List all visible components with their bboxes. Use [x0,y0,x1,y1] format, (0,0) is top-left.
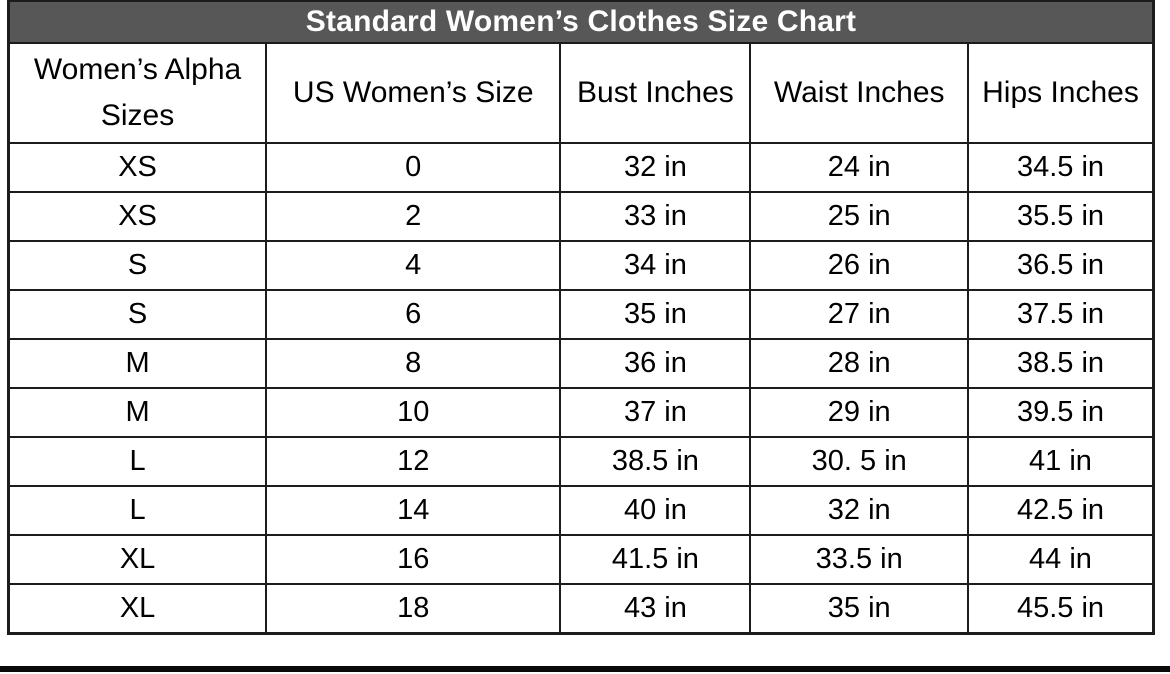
title-row: Standard Women’s Clothes Size Chart [7,0,1155,44]
table-cell: 18 [265,583,562,635]
table-cell: 36.5 in [966,240,1155,291]
table-cell: M [7,338,268,389]
table-cell: 40 in [559,485,752,536]
table-cell: 41.5 in [559,534,752,585]
table-cell: 43 in [559,583,752,635]
table-cell: 25 in [749,191,969,242]
column-header: Bust Inches [559,42,752,144]
table-cell: 27 in [749,289,969,340]
table-row: L 14 40 in 32 in 42.5 in [7,485,1155,536]
table-row: XS 0 32 in 24 in 34.5 in [7,142,1155,193]
table-cell: 33.5 in [749,534,969,585]
table-cell: S [7,240,268,291]
chart-title: Standard Women’s Clothes Size Chart [7,0,1155,44]
table-row: S 6 35 in 27 in 37.5 in [7,289,1155,340]
column-header: Waist Inches [749,42,969,144]
bottom-rule-divider [0,666,1170,672]
table-cell: 38.5 in [966,338,1155,389]
table-row: M 10 37 in 29 in 39.5 in [7,387,1155,438]
table-cell: 10 [265,387,562,438]
table-cell: 2 [265,191,562,242]
table-cell: 39.5 in [966,387,1155,438]
table-cell: 14 [265,485,562,536]
size-chart-table: Standard Women’s Clothes Size Chart Wome… [7,0,1155,635]
table-cell: XS [7,191,268,242]
table-cell: 34 in [559,240,752,291]
table-row: XL 18 43 in 35 in 45.5 in [7,583,1155,635]
table-cell: 16 [265,534,562,585]
table-cell: L [7,436,268,487]
table-cell: 4 [265,240,562,291]
table-cell: 34.5 in [966,142,1155,193]
table-cell: 32 in [749,485,969,536]
table-row: M 8 36 in 28 in 38.5 in [7,338,1155,389]
table-row: XL 16 41.5 in 33.5 in 44 in [7,534,1155,585]
table-cell: 30. 5 in [749,436,969,487]
table-cell: XL [7,534,268,585]
table-cell: 35.5 in [966,191,1155,242]
table-cell: S [7,289,268,340]
table-cell: 36 in [559,338,752,389]
table-cell: 6 [265,289,562,340]
table-cell: 44 in [966,534,1155,585]
table-cell: 37.5 in [966,289,1155,340]
table-cell: 24 in [749,142,969,193]
column-header: Women’s Alpha Sizes [7,42,268,144]
table-cell: 33 in [559,191,752,242]
table-cell: 41 in [966,436,1155,487]
table-cell: XL [7,583,268,635]
table-cell: 28 in [749,338,969,389]
header-row: Women’s Alpha Sizes US Women’s Size Bust I… [7,42,1155,144]
table-cell: 45.5 in [966,583,1155,635]
table-cell: L [7,485,268,536]
table-cell: 8 [265,338,562,389]
table-row: L 12 38.5 in 30. 5 in 41 in [7,436,1155,487]
column-header: US Women’s Size [265,42,562,144]
table-cell: 0 [265,142,562,193]
table-cell: 32 in [559,142,752,193]
table-cell: 12 [265,436,562,487]
table-cell: 42.5 in [966,485,1155,536]
table-cell: 37 in [559,387,752,438]
table-cell: 26 in [749,240,969,291]
table-cell: 35 in [749,583,969,635]
column-header: Hips Inches [966,42,1155,144]
table-row: XS 2 33 in 25 in 35.5 in [7,191,1155,242]
table-body: XS 0 32 in 24 in 34.5 in XS 2 33 in 25 in 35.5 in… [7,142,1155,635]
table-cell: 38.5 in [559,436,752,487]
table-row: S 4 34 in 26 in 36.5 in [7,240,1155,291]
size-chart-table-wrap: Standard Women’s Clothes Size Chart Wome… [7,0,1155,635]
table-cell: XS [7,142,268,193]
table-cell: M [7,387,268,438]
table-cell: 35 in [559,289,752,340]
table-cell: 29 in [749,387,969,438]
